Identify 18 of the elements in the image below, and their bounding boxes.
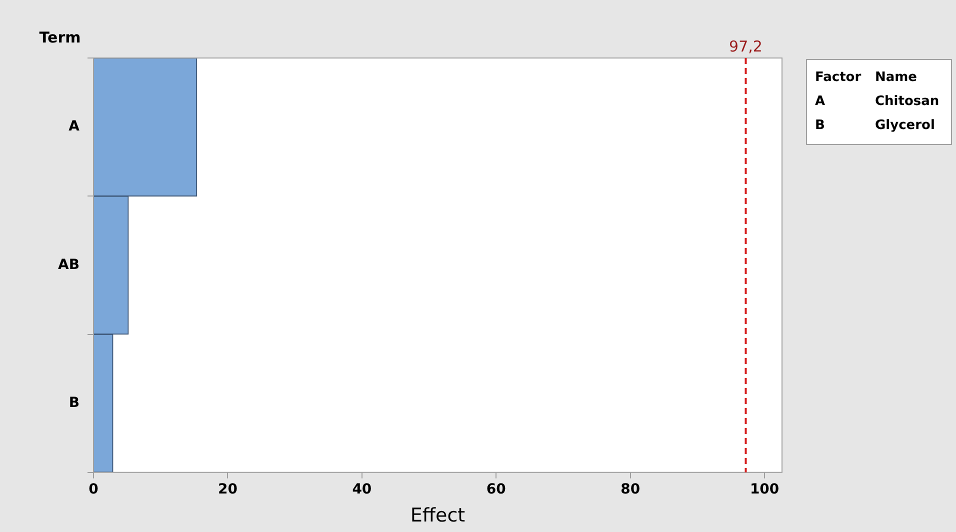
text: Glycerol [874, 117, 936, 135]
y-tick-label: B [68, 394, 80, 411]
text: Chitosan [874, 93, 940, 111]
y-axis-title: Term [39, 28, 81, 46]
y-tick-label: AB [58, 256, 80, 273]
text: Name [874, 69, 918, 87]
x-tick-label: 100 [750, 481, 780, 498]
x-axis-title: Effect [410, 504, 466, 527]
text: B [815, 117, 826, 135]
x-tick-label: 20 [218, 481, 238, 498]
ref-line-label: 97,2 [729, 37, 762, 56]
x-tick-label: 80 [620, 481, 640, 498]
x-tick-label: 0 [88, 481, 99, 498]
y-tick-label: A [68, 118, 80, 135]
text: A [815, 93, 826, 111]
x-tick-label: 40 [352, 481, 372, 498]
x-tick-label: 60 [486, 481, 506, 498]
text: Factor [815, 69, 862, 87]
